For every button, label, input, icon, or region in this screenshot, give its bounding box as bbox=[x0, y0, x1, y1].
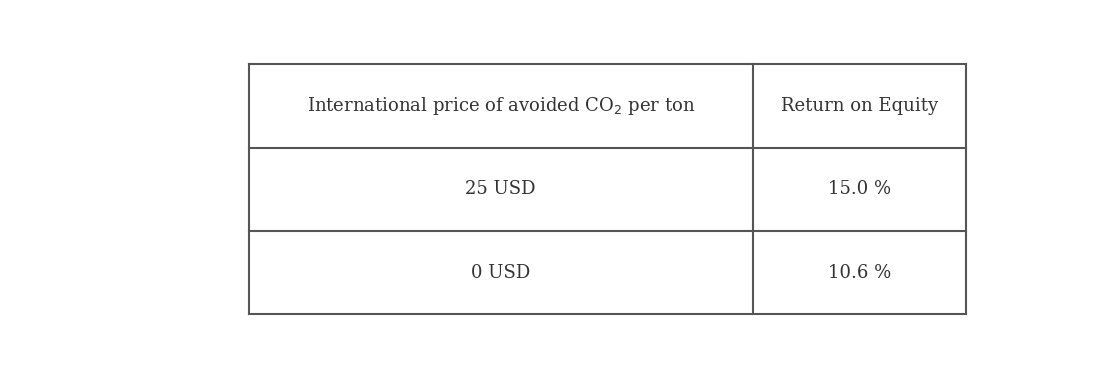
Text: 25 USD: 25 USD bbox=[465, 180, 536, 198]
Text: 0 USD: 0 USD bbox=[471, 263, 530, 282]
Text: International price of avoided CO$_2$ per ton: International price of avoided CO$_2$ pe… bbox=[306, 95, 695, 117]
Text: Return on Equity: Return on Equity bbox=[781, 97, 938, 115]
Text: 15.0 %: 15.0 % bbox=[828, 180, 892, 198]
Text: 10.6 %: 10.6 % bbox=[828, 263, 892, 282]
